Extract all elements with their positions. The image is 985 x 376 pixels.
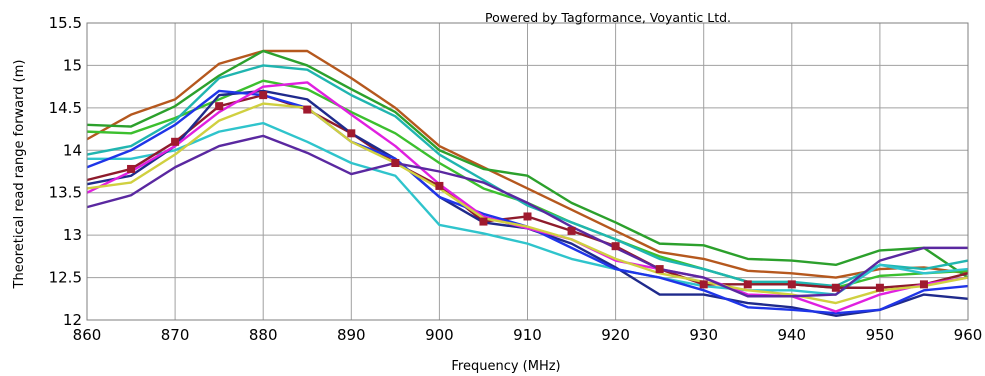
data-point-marker <box>655 265 664 274</box>
series-markers <box>127 91 928 292</box>
data-point-marker <box>523 212 532 221</box>
x-tick-labels: 860 870 880 890 900 910 920 930 940 950 960 <box>73 326 983 344</box>
x-axis-label: Frequency (MHz) <box>451 359 560 374</box>
data-point-marker <box>611 242 620 251</box>
data-point-marker <box>567 226 576 235</box>
y-tick-label: 15.5 <box>49 14 82 32</box>
x-tick-label: 940 <box>777 326 806 344</box>
y-tick-label: 15 <box>63 56 82 74</box>
data-point-marker <box>919 280 928 289</box>
x-tick-label: 870 <box>161 326 190 344</box>
data-point-marker <box>699 280 708 289</box>
credit-text: Powered by Tagformance, Voyantic Ltd. <box>485 10 731 25</box>
data-point-marker <box>127 164 136 173</box>
data-point-marker <box>435 181 444 190</box>
data-point-marker <box>479 217 488 226</box>
y-axis-label: Theoretical read range forward (m) <box>12 60 27 290</box>
y-tick-label: 13 <box>63 226 82 244</box>
series-line-5 <box>87 121 969 296</box>
data-point-marker <box>171 137 180 146</box>
plot-area-frame <box>86 22 969 321</box>
series-line-11 <box>86 134 968 298</box>
series-line-2 <box>86 49 969 279</box>
data-point-marker <box>391 159 400 168</box>
y-tick-labels: 12 12.5 13 13.5 14 14.5 15 15.5 <box>49 14 82 329</box>
series-line-9 <box>86 81 969 313</box>
x-tick-label: 920 <box>601 326 630 344</box>
data-point-marker <box>347 129 356 138</box>
grid-lines <box>86 22 969 321</box>
y-tick-label: 13.5 <box>49 184 82 202</box>
y-tick-label: 14.5 <box>49 99 82 117</box>
series-line-1 <box>86 49 969 279</box>
data-point-marker <box>215 102 224 111</box>
series-line-4 <box>86 64 969 288</box>
data-point-marker <box>875 283 884 292</box>
data-point-marker <box>831 283 840 292</box>
y-tick-label: 14 <box>63 141 82 159</box>
x-tick-label: 950 <box>866 326 895 344</box>
data-point-marker <box>743 280 752 289</box>
data-point-marker <box>787 280 796 289</box>
x-tick-label: 930 <box>689 326 718 344</box>
x-tick-label: 960 <box>954 326 983 344</box>
x-tick-label: 890 <box>337 326 366 344</box>
data-point-marker <box>259 91 268 100</box>
x-tick-label: 900 <box>425 326 454 344</box>
x-tick-label: 910 <box>513 326 542 344</box>
x-tick-label: 860 <box>73 326 102 344</box>
data-point-marker <box>303 105 312 114</box>
y-tick-label: 12.5 <box>49 269 82 287</box>
x-tick-label: 880 <box>249 326 278 344</box>
series-line-10 <box>86 102 969 305</box>
y-tick-label: 12 <box>63 311 82 329</box>
